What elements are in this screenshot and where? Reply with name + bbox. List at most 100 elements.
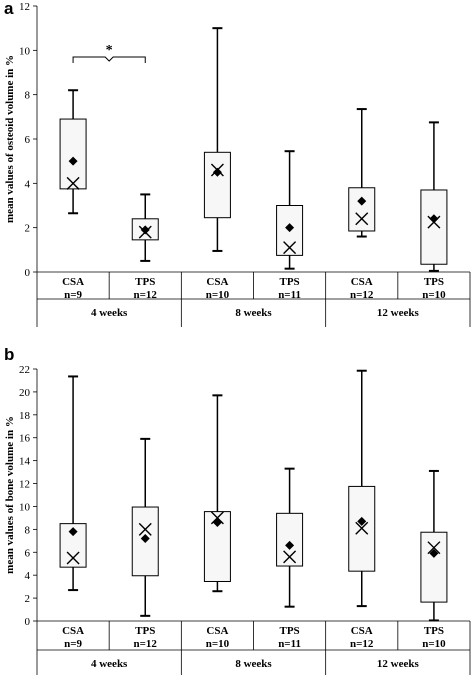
box-tps-6 bbox=[420, 121, 448, 272]
category-label: CSA bbox=[351, 625, 373, 637]
y-tick-label: 10 bbox=[19, 45, 31, 57]
box-csa-1 bbox=[59, 375, 87, 592]
sample-size-label: n=9 bbox=[64, 638, 82, 650]
category-label: TPS bbox=[424, 276, 444, 288]
mean-marker-diamond bbox=[285, 223, 295, 233]
y-axis-label: mean values of bone volume in % bbox=[4, 416, 16, 574]
sample-size-label: n=10 bbox=[206, 638, 230, 650]
y-tick-label: 22 bbox=[19, 364, 30, 376]
category-label: TPS bbox=[135, 625, 155, 637]
box-csa-5 bbox=[348, 369, 376, 608]
median-marker-x bbox=[355, 212, 369, 226]
mean-marker-diamond bbox=[68, 527, 78, 537]
mean-marker-diamond bbox=[429, 548, 439, 558]
y-tick-label: 12 bbox=[19, 479, 30, 491]
category-label: CSA bbox=[62, 276, 84, 288]
y-tick-label: 8 bbox=[25, 90, 31, 102]
box-tps-4 bbox=[276, 150, 304, 270]
mean-marker-diamond bbox=[357, 196, 367, 206]
y-axis-label: mean values of osteoid volume in % bbox=[4, 55, 16, 223]
median-marker-x bbox=[138, 522, 152, 536]
box-csa-5 bbox=[348, 108, 376, 238]
box-tps-2 bbox=[131, 437, 159, 617]
sample-size-label: n=10 bbox=[422, 638, 446, 650]
median-marker-x bbox=[355, 521, 369, 535]
sample-size-label: n=12 bbox=[134, 289, 158, 301]
sample-size-label: n=12 bbox=[134, 638, 158, 650]
group-label: 4 weeks bbox=[91, 307, 128, 319]
y-tick-label: 6 bbox=[25, 547, 31, 559]
y-tick-label: 18 bbox=[19, 410, 31, 422]
group-label: 8 weeks bbox=[235, 307, 272, 319]
category-label: TPS bbox=[424, 625, 444, 637]
box-iqr bbox=[420, 531, 448, 603]
group-label: 12 weeks bbox=[377, 658, 420, 670]
box-csa-3 bbox=[203, 394, 231, 593]
sample-size-label: n=11 bbox=[278, 289, 301, 301]
category-label: CSA bbox=[62, 625, 84, 637]
category-label: TPS bbox=[135, 276, 155, 288]
y-tick-label: 2 bbox=[25, 593, 31, 605]
sample-size-label: n=12 bbox=[350, 289, 374, 301]
mean-marker-diamond bbox=[68, 156, 78, 166]
group-label: 4 weeks bbox=[91, 658, 128, 670]
y-tick-label: 4 bbox=[25, 178, 31, 190]
y-tick-label: 2 bbox=[25, 223, 31, 235]
median-marker-x bbox=[427, 215, 441, 229]
box-tps-4 bbox=[276, 467, 304, 608]
y-tick-label: 10 bbox=[19, 501, 31, 513]
mean-marker-diamond bbox=[429, 214, 439, 224]
sample-size-label: n=10 bbox=[422, 289, 446, 301]
category-label: CSA bbox=[206, 625, 228, 637]
sample-size-label: n=12 bbox=[350, 638, 374, 650]
box-iqr bbox=[420, 189, 448, 265]
chart-panel-b: b 0 2 4 6 8 10 12 14 16 18 20 22 mean values of bone … bbox=[4, 345, 471, 675]
category-label: CSA bbox=[206, 276, 228, 288]
panel-letter: a bbox=[4, 0, 14, 18]
sample-size-label: n=9 bbox=[64, 289, 82, 301]
median-marker-x bbox=[283, 241, 297, 255]
sample-size-label: n=11 bbox=[278, 638, 301, 650]
category-label: TPS bbox=[279, 625, 299, 637]
mean-marker-diamond bbox=[140, 225, 150, 235]
box-tps-6 bbox=[420, 469, 448, 622]
median-marker-x bbox=[427, 541, 441, 555]
category-label: CSA bbox=[351, 276, 373, 288]
mean-marker-diamond bbox=[285, 540, 295, 550]
median-marker-x bbox=[66, 176, 80, 190]
box-csa-3 bbox=[203, 27, 231, 252]
chart-panel-a: a 0 2 4 6 8 10 12 mean values of osteoid volume … bbox=[4, 0, 471, 327]
significance-bracket bbox=[72, 56, 146, 63]
box-tps-2 bbox=[131, 193, 159, 262]
y-tick-label: 0 bbox=[25, 616, 31, 628]
significance-star: * bbox=[106, 43, 113, 58]
y-tick-label: 20 bbox=[19, 387, 31, 399]
box-iqr bbox=[203, 151, 231, 219]
box-iqr bbox=[203, 511, 231, 582]
median-marker-x bbox=[66, 551, 80, 565]
box-iqr bbox=[59, 118, 87, 190]
box-iqr bbox=[276, 512, 304, 567]
median-marker-x bbox=[210, 163, 224, 177]
mean-marker-diamond bbox=[357, 516, 367, 526]
mean-marker-diamond bbox=[140, 534, 150, 544]
group-label: 12 weeks bbox=[377, 307, 420, 319]
y-tick-label: 8 bbox=[25, 524, 31, 536]
median-marker-x bbox=[138, 225, 152, 239]
mean-marker-diamond bbox=[212, 167, 222, 177]
box-csa-1 bbox=[59, 89, 87, 215]
box-iqr bbox=[348, 187, 376, 232]
y-tick-label: 12 bbox=[19, 1, 30, 13]
median-marker-x bbox=[210, 511, 224, 525]
category-label: TPS bbox=[279, 276, 299, 288]
y-tick-label: 6 bbox=[25, 134, 31, 146]
sample-size-label: n=10 bbox=[206, 289, 230, 301]
y-tick-label: 4 bbox=[25, 570, 31, 582]
y-tick-label: 16 bbox=[19, 433, 31, 445]
panel-letter: b bbox=[4, 345, 14, 364]
y-tick-label: 14 bbox=[19, 456, 31, 468]
median-marker-x bbox=[283, 550, 297, 564]
group-label: 8 weeks bbox=[235, 658, 272, 670]
y-tick-label: 0 bbox=[25, 267, 31, 279]
